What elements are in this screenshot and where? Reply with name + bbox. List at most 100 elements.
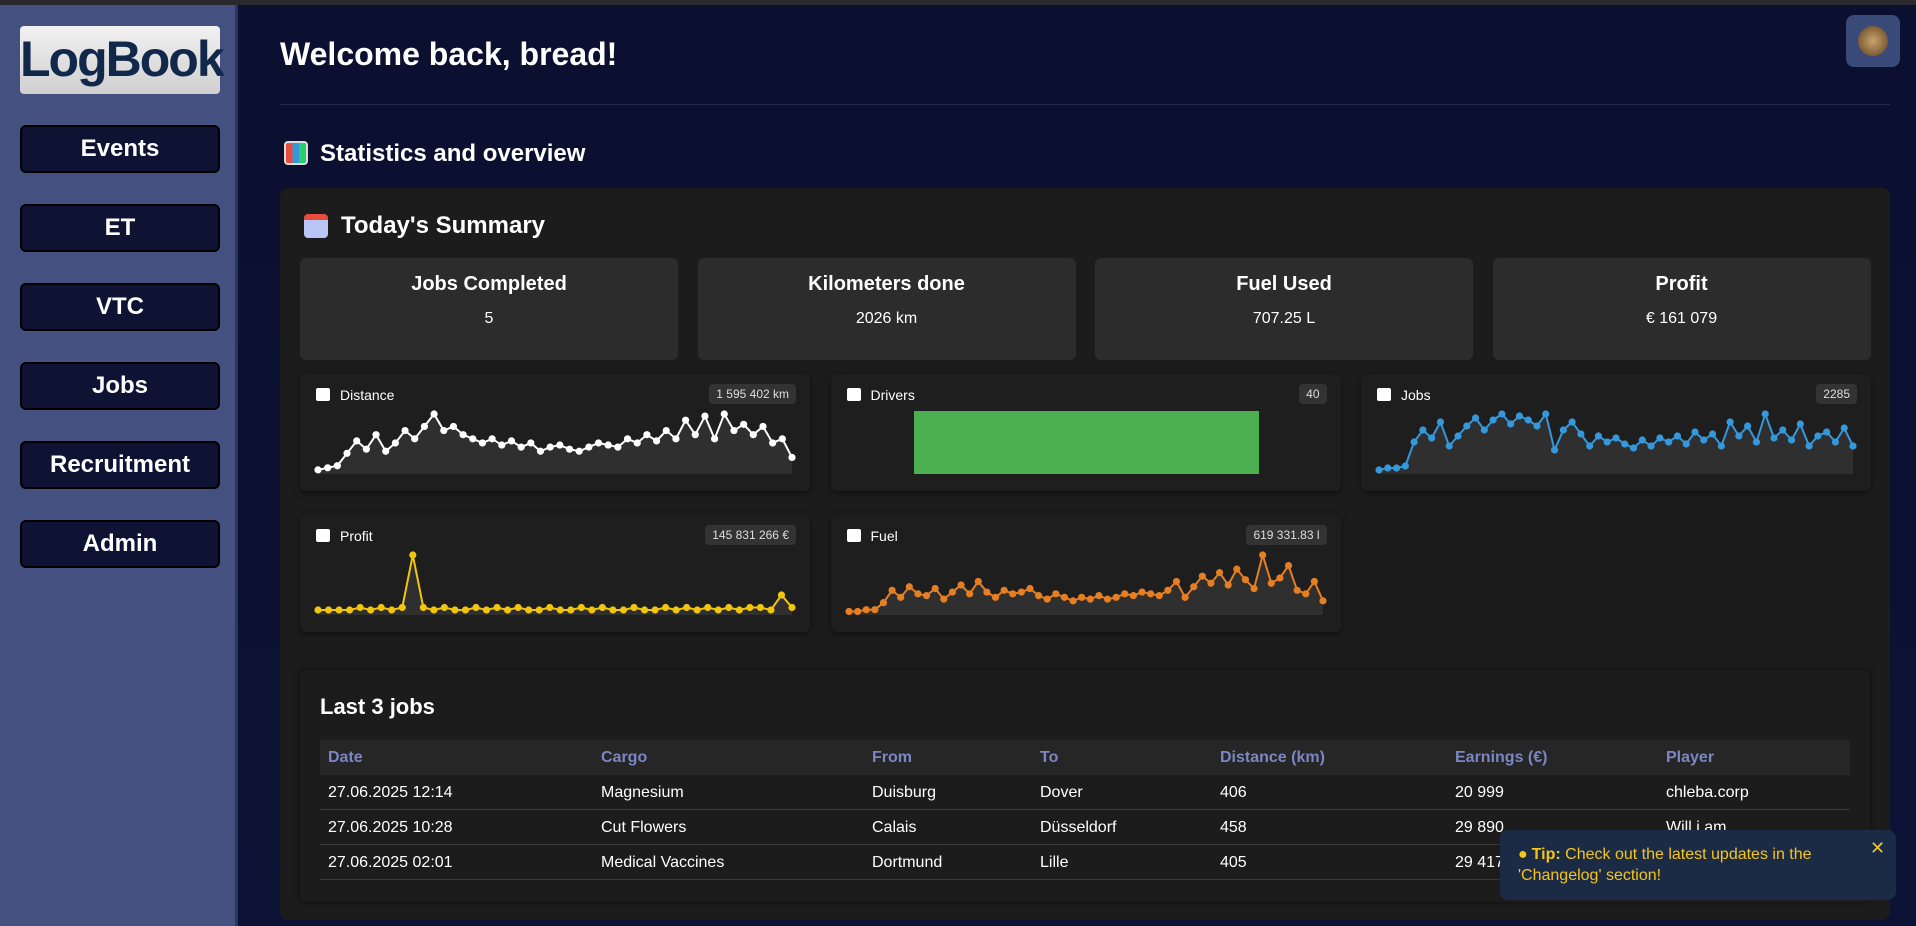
jobs-title: Last 3 jobs bbox=[320, 694, 435, 719]
sparkline-icon bbox=[846, 529, 861, 542]
sparkline-point bbox=[1744, 422, 1752, 430]
sparkline-point bbox=[853, 607, 861, 616]
sparkline-point bbox=[767, 606, 775, 614]
sparkline-point bbox=[1814, 432, 1822, 440]
sparkline-point bbox=[913, 590, 922, 598]
logo[interactable]: LogBook bbox=[20, 26, 225, 94]
sparkline-point bbox=[1594, 432, 1603, 440]
sparkline-point bbox=[922, 591, 930, 600]
table-cell: 27.06.2025 10:28 bbox=[328, 819, 453, 836]
sparkline-point bbox=[493, 603, 501, 612]
sparkline-point bbox=[720, 410, 728, 418]
nav-button[interactable]: Recruitment bbox=[20, 441, 220, 489]
sparkline-point bbox=[896, 593, 904, 601]
sparkline-point bbox=[1673, 432, 1682, 440]
sparkline bbox=[314, 551, 796, 615]
stats-icon bbox=[284, 141, 308, 165]
column-header: To bbox=[1040, 749, 1059, 766]
sparkline-point bbox=[630, 603, 638, 612]
table-cell: 405 bbox=[1220, 854, 1247, 871]
tip-icon: ● bbox=[1518, 846, 1528, 863]
nav-button[interactable]: Jobs bbox=[20, 362, 220, 410]
sparkline-point bbox=[691, 431, 699, 439]
sparkline-point bbox=[411, 435, 419, 443]
sparkline-point bbox=[388, 606, 396, 614]
sparkline-point bbox=[683, 603, 691, 612]
sparkline-point bbox=[1445, 442, 1453, 450]
sparkline-point bbox=[1068, 597, 1077, 605]
sparkline-point bbox=[1094, 591, 1103, 600]
sparkline-point bbox=[609, 606, 617, 614]
sparkline-point bbox=[711, 435, 719, 443]
sparkline-point bbox=[693, 606, 701, 614]
card-label: Fuel Used bbox=[1236, 273, 1332, 295]
sparkline bbox=[1375, 410, 1857, 474]
sparkline-point bbox=[879, 599, 887, 607]
sparkline-icon bbox=[316, 529, 330, 542]
sparkline-point bbox=[759, 422, 767, 431]
sparkline-point bbox=[1603, 438, 1611, 446]
tip-close[interactable]: ✕ bbox=[1870, 838, 1886, 858]
sparkline-point bbox=[681, 416, 690, 424]
sparkline-point bbox=[1025, 584, 1034, 593]
nav-button[interactable]: VTC bbox=[20, 283, 220, 331]
sparkline-point bbox=[356, 603, 364, 612]
sparkline-point bbox=[604, 441, 612, 449]
sparkline-point bbox=[556, 606, 564, 614]
tip-text: Check out the latest updates in the 'Cha… bbox=[1518, 846, 1812, 884]
sparkline-point bbox=[314, 466, 322, 474]
sparkline-point bbox=[735, 606, 743, 614]
sparkline-point bbox=[714, 606, 722, 614]
sparkline-point bbox=[478, 439, 487, 447]
sparkline-point bbox=[1419, 426, 1427, 434]
sparkline-point bbox=[788, 603, 796, 612]
card-value: € 161 079 bbox=[1645, 310, 1718, 327]
sparkline-label: Profit bbox=[340, 528, 373, 544]
sparkline-point bbox=[598, 603, 606, 612]
sparkline-point bbox=[1051, 590, 1059, 598]
sparkline-point bbox=[778, 435, 786, 443]
sparkline-point bbox=[514, 603, 522, 612]
sparkline-point bbox=[1401, 462, 1409, 470]
sparkline-icon bbox=[846, 388, 861, 401]
sparkline-point bbox=[556, 441, 564, 449]
sparkline-point bbox=[1410, 438, 1418, 446]
avatar[interactable] bbox=[1846, 15, 1900, 67]
sparkline-label: Jobs bbox=[1401, 387, 1431, 403]
sparkline-point bbox=[362, 445, 370, 453]
sparkline bbox=[314, 410, 796, 474]
sparkline-point bbox=[662, 426, 670, 435]
sparkline-total: 145 831 266 € bbox=[705, 525, 796, 545]
sparkline-point bbox=[333, 462, 341, 470]
sparkline-point bbox=[1275, 574, 1284, 582]
sparkline-point bbox=[324, 606, 333, 614]
sparkline-point bbox=[1172, 577, 1180, 586]
sparkline-point bbox=[1232, 565, 1240, 573]
sparkline-point bbox=[1241, 576, 1249, 584]
sparkline-point bbox=[965, 590, 973, 598]
sparkline-point bbox=[498, 441, 506, 449]
table-cell: Dover bbox=[1040, 784, 1083, 801]
sparkline-point bbox=[1805, 442, 1813, 450]
table-cell: Calais bbox=[872, 819, 917, 836]
sparkline-point bbox=[391, 439, 399, 447]
sparkline-point bbox=[974, 577, 982, 586]
nav-button[interactable]: Admin bbox=[20, 520, 220, 568]
sparkline-point bbox=[585, 443, 593, 451]
card-value: 707.25 L bbox=[1252, 310, 1316, 327]
sparkline-point bbox=[517, 443, 525, 451]
nav-button[interactable]: ET bbox=[20, 204, 220, 252]
sparkline-point bbox=[1258, 551, 1266, 559]
sparkline-point bbox=[1017, 588, 1025, 596]
sparkline-point bbox=[623, 435, 632, 443]
sparkline-point bbox=[565, 445, 574, 453]
sparkline-point bbox=[1034, 591, 1042, 600]
calendar-icon bbox=[304, 214, 328, 238]
table-header bbox=[320, 740, 1850, 775]
table-cell: Düsseldorf bbox=[1040, 819, 1117, 836]
sparkline-point bbox=[1310, 577, 1318, 586]
sparkline-point bbox=[377, 603, 385, 612]
sparkline-point bbox=[1761, 410, 1769, 418]
nav-button[interactable]: Events bbox=[20, 125, 220, 173]
